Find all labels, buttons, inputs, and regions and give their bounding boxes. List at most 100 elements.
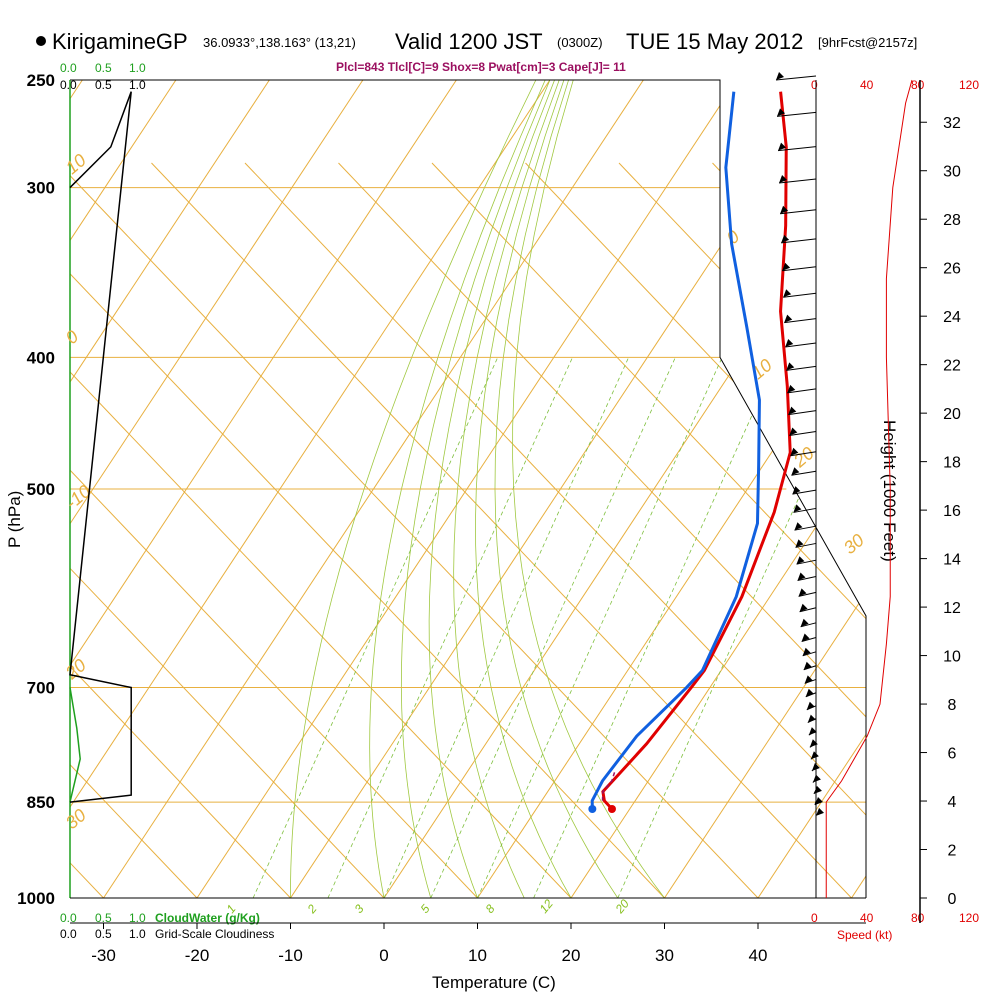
wind-barb-flag xyxy=(816,807,824,816)
surface-dewpoint-marker xyxy=(588,805,597,814)
wind-barb xyxy=(796,556,817,565)
surface-temperature-marker xyxy=(607,805,616,814)
wind-barb-flag xyxy=(814,796,823,805)
height-tick-label: 10 xyxy=(943,649,961,666)
height-tick-label: 28 xyxy=(943,212,961,229)
wind-barb xyxy=(782,262,817,272)
mixing-ratio-label: 3 xyxy=(352,902,367,916)
wind-barb xyxy=(781,234,817,244)
wind-barb-shaft xyxy=(776,111,817,117)
cloud-scale-top: 0.0 0.5 1.0 0.0 0.5 1.0 xyxy=(60,61,146,92)
temperature-tick-label: 30 xyxy=(655,946,674,965)
height-tick-label: 26 xyxy=(943,261,961,278)
series-temperature-line xyxy=(601,91,792,811)
wind-barb xyxy=(804,675,817,684)
wind-barb-flag xyxy=(796,556,805,565)
wind-barb-shaft xyxy=(793,507,817,513)
wind-barb-shaft xyxy=(787,388,817,394)
wind-barb xyxy=(789,427,817,437)
pressure-tick-label: 300 xyxy=(27,179,55,198)
height-tick-label: 4 xyxy=(948,794,957,811)
plot-border-right xyxy=(70,79,867,898)
dry-adiabat-line xyxy=(70,162,572,898)
wind-barb xyxy=(780,205,817,215)
dry-adiabat-label: 20 xyxy=(789,443,818,472)
temperature-tick-label: -10 xyxy=(278,946,303,965)
wind-barb xyxy=(786,362,817,371)
wind-barb xyxy=(807,714,817,724)
wind-barb-flag xyxy=(790,447,799,456)
wind-barb xyxy=(793,504,817,513)
wind-barb-flag xyxy=(783,289,792,298)
wind-barb-flag xyxy=(799,603,808,612)
wind-barb-flag xyxy=(812,774,821,783)
moist-adiabat-line xyxy=(475,80,572,898)
wind-barb-shaft xyxy=(786,365,817,371)
speed-top-80: 80 xyxy=(911,78,925,92)
height-tick-label: 18 xyxy=(943,455,961,472)
mixing-ratio-label: 12 xyxy=(537,896,557,915)
wind-barb xyxy=(814,796,823,806)
wind-barb-flag xyxy=(792,486,801,495)
moist-adiabat-line xyxy=(369,80,546,898)
wind-barb-flag xyxy=(779,175,788,184)
wind-barb-shaft xyxy=(785,342,817,348)
wind-barb xyxy=(792,486,817,495)
speed-label: Speed (kt) xyxy=(837,928,892,942)
station-coords: 36.0933°,138.163° (13,21) xyxy=(203,35,356,50)
wind-barb-shaft xyxy=(802,651,817,657)
pressure-tick-label: 400 xyxy=(27,348,55,367)
wind-barb-shaft xyxy=(814,800,817,806)
wind-barb xyxy=(801,633,817,642)
moist-adiabat-line xyxy=(494,80,619,898)
pressure-tick-label: 500 xyxy=(27,480,55,499)
wind-barb xyxy=(776,108,817,117)
dry-adiabat-label: 30 xyxy=(62,805,90,833)
utc-time: (0300Z) xyxy=(557,35,603,50)
isotherm-line xyxy=(70,80,270,898)
mixing-ratio-line xyxy=(327,357,573,898)
wind-barb-shaft xyxy=(794,525,817,531)
height-tick-label: 30 xyxy=(943,164,961,181)
pressure-tick-label: 250 xyxy=(27,71,55,90)
series-parcel-line xyxy=(601,769,616,801)
height-tick-label: 2 xyxy=(948,843,957,860)
height-tick-label: 6 xyxy=(948,746,957,763)
station-name: KirigamineGP xyxy=(52,29,188,54)
wind-barb xyxy=(809,739,818,748)
wind-barb xyxy=(795,539,817,548)
mixing-ratio-line xyxy=(252,357,499,898)
pressure-tick-label: 850 xyxy=(27,793,55,812)
wind-barb-flag xyxy=(811,763,820,772)
forecast-info: [9hrFcst@2157z] xyxy=(818,35,917,50)
wind-barb-flag xyxy=(810,751,819,760)
height-tick-label: 32 xyxy=(943,115,961,132)
wind-barb-shaft xyxy=(801,636,817,642)
dry-adiabat-line xyxy=(525,162,866,898)
wind-barb xyxy=(811,763,820,772)
temperature-tick-label: -20 xyxy=(185,946,210,965)
isotherm-line xyxy=(664,80,866,898)
wind-barb-shaft xyxy=(804,678,817,684)
isotherm-line xyxy=(70,80,177,898)
wind-barb xyxy=(790,447,817,457)
wind-barb-flag xyxy=(781,234,790,243)
moist-adiabat-line xyxy=(453,80,560,898)
wind-barb xyxy=(775,72,817,81)
wind-barb xyxy=(806,701,817,711)
series-dew-point-line xyxy=(590,91,761,810)
height-tick-label: 22 xyxy=(943,358,961,375)
wind-barb-shaft xyxy=(777,146,817,152)
wind-barb-shaft xyxy=(775,75,817,81)
y-axis-title: P (hPa) xyxy=(5,491,24,548)
station-bullet-icon xyxy=(36,36,46,46)
wind-barb-flag xyxy=(801,633,810,642)
dry-adiabat-line xyxy=(70,162,291,898)
x-axis-title: Temperature (C) xyxy=(432,973,556,992)
moist-adiabat-line xyxy=(290,80,537,898)
cloud-scale-top-black-1: 0.5 xyxy=(95,78,112,92)
wind-barb xyxy=(779,175,817,184)
height-tick-label: 12 xyxy=(943,600,961,617)
wind-barb-shaft xyxy=(799,607,817,613)
